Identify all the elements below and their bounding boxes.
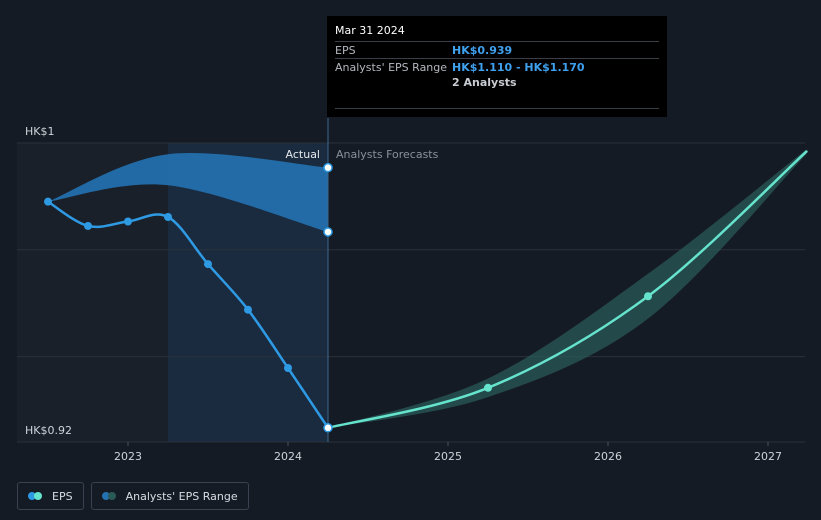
tooltip-value: HK$0.939	[452, 44, 513, 57]
eps-point	[44, 197, 52, 206]
range-point	[323, 227, 333, 237]
x-tick-label: 2024	[274, 450, 302, 463]
eps-point	[284, 363, 292, 372]
legend-dot	[107, 492, 116, 500]
forecast-label: Analysts Forecasts	[336, 148, 439, 161]
y-tick-label: HK$1	[25, 125, 54, 138]
eps-forecast-point	[644, 292, 652, 301]
range-swatch-icon	[101, 491, 118, 501]
analyst-range-areas	[48, 149, 807, 428]
tooltip-value: HK$1.110 - HK$1.170	[452, 61, 585, 74]
eps-point	[323, 423, 333, 433]
y-tick-label: HK$0.92	[25, 424, 72, 437]
legend-dot	[101, 492, 110, 500]
legend-item-range[interactable]: Analysts' EPS Range	[90, 482, 249, 510]
chart-legend: EPS Analysts' EPS Range	[17, 482, 249, 510]
past-period-shade	[17, 143, 168, 442]
tooltip-label: Analysts' EPS Range	[335, 61, 448, 74]
x-tick-label: 2026	[594, 450, 622, 463]
eps-line-forecast	[326, 150, 808, 430]
eps-point	[164, 213, 172, 222]
range-point	[323, 162, 333, 173]
x-tick-label: 2023	[114, 450, 142, 463]
eps-markers	[44, 162, 652, 433]
tooltip-date: Mar 31 2024	[335, 24, 405, 37]
tooltip-divider	[335, 108, 659, 109]
legend-item-eps[interactable]: EPS	[17, 482, 84, 510]
tooltip-row-eps: EPS HK$0.939	[335, 41, 659, 58]
tooltip-row-range: Analysts' EPS Range HK$1.110 - HK$1.170	[335, 58, 659, 75]
legend-dot	[34, 492, 42, 500]
eps-point	[204, 260, 212, 269]
x-tick-label: 2025	[434, 450, 462, 463]
tooltip-label: EPS	[335, 44, 356, 57]
hover-tooltip: Mar 31 2024 EPS HK$0.939 Analysts' EPS R…	[327, 16, 667, 117]
eps-point	[124, 217, 132, 226]
tooltip-analyst-count: 2 Analysts	[452, 76, 517, 89]
legend-dot	[28, 492, 36, 500]
legend-label: Analysts' EPS Range	[125, 489, 238, 503]
gridlines	[17, 142, 805, 443]
x-tick-label: 2027	[754, 450, 782, 463]
eps-point	[244, 305, 252, 314]
eps-point	[84, 221, 92, 230]
actual-label: Actual	[286, 148, 320, 161]
legend-label: EPS	[52, 489, 73, 503]
eps-swatch-icon	[28, 491, 44, 501]
y-axis-labels: HK$1 HK$0.92	[25, 125, 72, 437]
x-axis-labels: 2023 2024 2025 2026 2027	[114, 442, 782, 463]
range-area-forecast	[328, 149, 807, 428]
eps-forecast-point	[484, 383, 492, 392]
range-area-actual	[48, 153, 328, 232]
